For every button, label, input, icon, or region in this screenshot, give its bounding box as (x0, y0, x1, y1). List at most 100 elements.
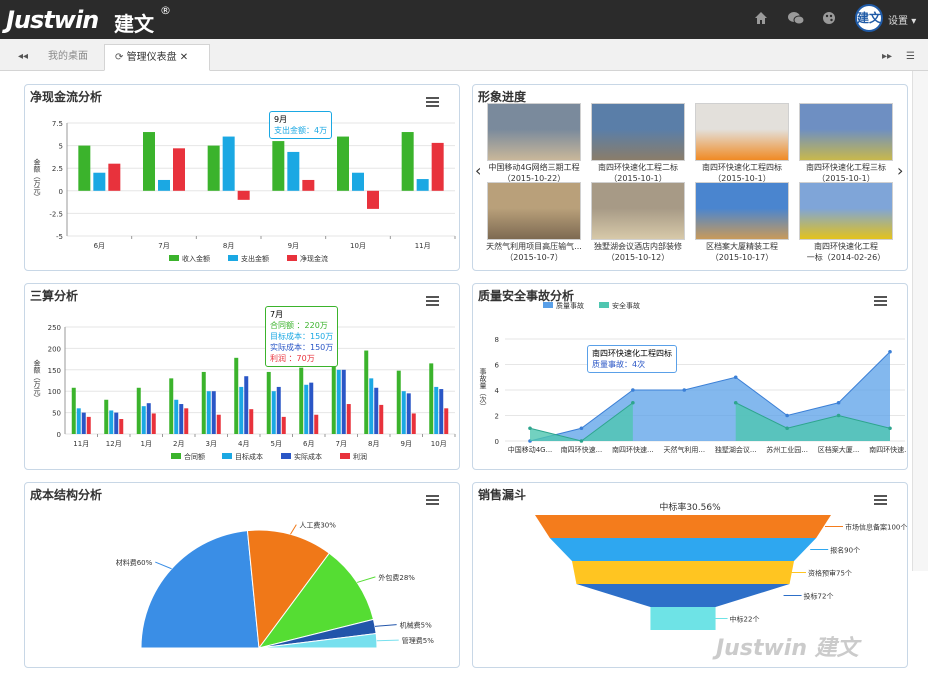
bar (302, 179, 315, 191)
vertical-scrollbar[interactable] (912, 71, 928, 571)
palette-icon[interactable] (821, 11, 837, 27)
x-tick-label: 7月 (336, 440, 347, 448)
x-tick-label: 区档案大厦... (818, 445, 860, 454)
x-tick-label: 南四环快速... (869, 445, 907, 454)
scroll-right-icon[interactable]: ▸▸ (882, 51, 893, 62)
progress-photo[interactable] (695, 182, 789, 240)
bar (369, 378, 374, 434)
legend-swatch (169, 255, 179, 261)
wechat-icon[interactable] (788, 11, 805, 27)
bar (169, 378, 174, 434)
menu-icon[interactable] (874, 495, 887, 505)
progress-photo[interactable] (799, 103, 893, 161)
tooltip-title: 9月 (274, 115, 288, 124)
bar (108, 163, 121, 191)
photo-title: 南四环快速化工程三标 (806, 163, 886, 172)
funnel-stage (650, 607, 716, 630)
bar (406, 393, 411, 434)
legend-swatch (228, 255, 238, 261)
bar (299, 367, 304, 434)
home-icon[interactable] (753, 11, 769, 27)
photo-title: 独墅湖会议酒店内部装修 (594, 242, 682, 251)
x-tick-label: 9月 (288, 242, 299, 250)
bar (86, 416, 91, 434)
bar (81, 412, 86, 434)
photo-caption: 南四环快速化工程四标 （2015-10-1） (687, 162, 797, 184)
label-leader (376, 639, 399, 642)
y-tick-label: 5 (59, 143, 63, 151)
bar (114, 412, 119, 434)
menu-icon[interactable] (426, 97, 439, 107)
x-tick-label: 4月 (238, 440, 249, 448)
stage-label: 中标22个 (730, 615, 760, 624)
brand-logo[interactable]: Justwin (6, 6, 99, 34)
progress-photo[interactable] (487, 103, 581, 161)
bar (93, 172, 106, 191)
tooltip-title: 南四环快速化工程四标 (592, 349, 672, 358)
tab-dashboard[interactable]: ⟳ 管理仪表盘 ✕ (104, 44, 210, 71)
legend-label: 收入金额 (182, 254, 210, 263)
bar (78, 145, 91, 191)
x-tick-label: 苏州工业园... (766, 445, 808, 454)
carousel-next-icon[interactable]: › (897, 161, 904, 180)
legend-label: 合同额 (184, 452, 205, 461)
progress-photo[interactable] (487, 182, 581, 240)
photo-title: 区档案大厦精装工程 (706, 242, 778, 251)
refresh-icon[interactable]: ⟳ (115, 52, 124, 63)
legend-swatch (543, 302, 553, 308)
menu-icon[interactable] (426, 495, 439, 505)
legend-label: 安全事故 (612, 301, 640, 310)
y-axis-label: 金额（万元） (33, 359, 41, 402)
bar (174, 399, 179, 434)
x-tick-label: 10月 (350, 242, 366, 250)
data-point (888, 349, 892, 354)
carousel-prev-icon[interactable]: ‹ (475, 161, 482, 180)
progress-photo[interactable] (591, 103, 685, 161)
x-tick-label: 7月 (158, 242, 169, 250)
photo-caption: 南四环快速化工程 一标（2014-02-26） (791, 241, 901, 263)
x-tick-label: 8月 (368, 440, 379, 448)
data-point (631, 400, 635, 405)
legend-label: 利润 (353, 452, 367, 461)
menu-icon[interactable] (874, 296, 887, 306)
tab-my-desktop[interactable]: 我的桌面 (38, 44, 98, 71)
settings-dropdown[interactable]: 设置 ▾ (888, 12, 916, 27)
bar (434, 386, 439, 434)
bar (207, 145, 220, 191)
x-tick-label: 10月 (431, 440, 447, 448)
progress-photo[interactable] (695, 103, 789, 161)
funnel-subtitle: 中标率30.56% (659, 503, 721, 513)
y-axis-label: 金额（万元） (33, 158, 41, 201)
bar (216, 414, 221, 434)
bar (352, 172, 364, 191)
scroll-left-icon[interactable]: ◂◂ (18, 51, 29, 62)
bar (146, 403, 151, 434)
bar (179, 404, 184, 434)
bar (411, 413, 416, 434)
bar (151, 413, 156, 434)
tab-list-icon[interactable]: ☰ (906, 51, 915, 62)
user-avatar[interactable]: 建文 (855, 4, 883, 32)
panel-title: 三算分析 (30, 289, 79, 303)
bar (396, 370, 401, 434)
progress-photo[interactable] (799, 182, 893, 240)
slice-label: 材料费60% (116, 558, 153, 567)
bar (76, 408, 81, 434)
label-leader (374, 624, 397, 627)
x-tick-label: 南四环快速... (612, 445, 654, 454)
tooltip-line: 合同额 ：220万 (270, 321, 328, 330)
legend-label: 支出金额 (241, 254, 269, 263)
close-icon[interactable]: ✕ (179, 52, 189, 63)
bar (249, 409, 254, 434)
bar (287, 151, 300, 191)
progress-photo[interactable] (591, 182, 685, 240)
x-tick-label: 南四环快速... (561, 445, 603, 454)
menu-icon[interactable] (426, 296, 439, 306)
bar (401, 391, 406, 434)
bar (336, 369, 341, 434)
tab-bar: ◂◂ 我的桌面 ⟳ 管理仪表盘 ✕ ▸▸ ☰ (0, 39, 928, 71)
bar (136, 387, 141, 434)
photo-date: （2015-10-17） (710, 253, 774, 262)
x-tick-label: 9月 (401, 440, 412, 448)
x-tick-label: 6月 (94, 242, 105, 250)
